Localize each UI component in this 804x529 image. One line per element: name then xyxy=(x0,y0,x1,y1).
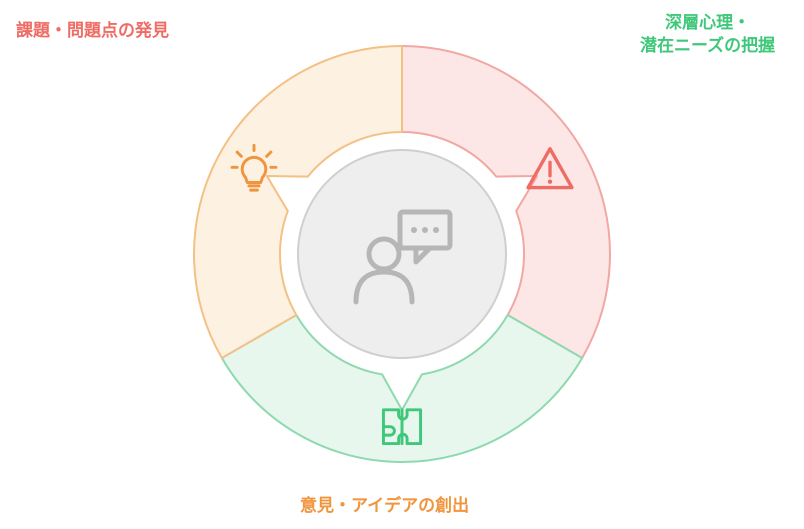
puzzle-icon xyxy=(375,398,429,452)
lightbulb-icon xyxy=(227,142,281,196)
warning-icon xyxy=(523,142,577,196)
segment-label-red: 課題・問題点の発見 xyxy=(16,20,169,43)
diagram-canvas: 課題・問題点の発見 深層心理・ 潜在ニーズの把握 意見・アイデアの創出 xyxy=(0,0,804,529)
segment-label-green: 深層心理・ 潜在ニーズの把握 xyxy=(640,12,775,58)
person-speech-icon xyxy=(342,194,462,314)
segment-label-orange: 意見・アイデアの創出 xyxy=(300,495,469,518)
